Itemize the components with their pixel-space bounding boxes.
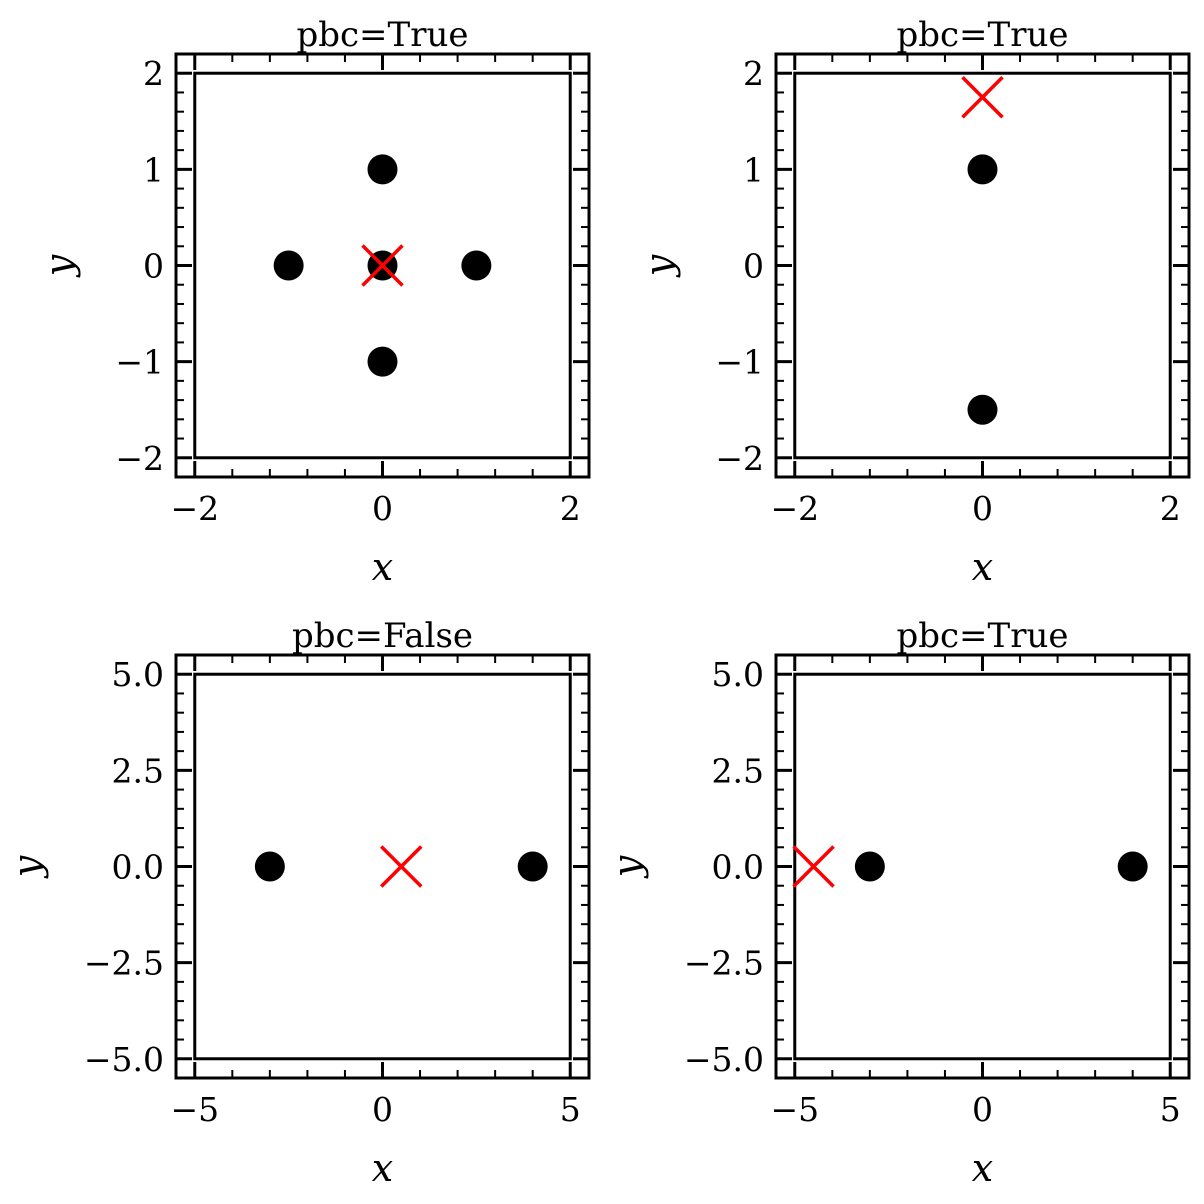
y-tick-label: −2.5 — [684, 944, 764, 983]
y-tick-label: 2 — [143, 54, 164, 93]
cross-marker — [380, 845, 423, 888]
y-tick-label: 2 — [743, 54, 764, 93]
y-tick-label: −2.5 — [84, 944, 164, 983]
x-tick-label: −5 — [770, 1090, 819, 1129]
simulation-box — [193, 672, 572, 1061]
axes-frame — [174, 653, 591, 1080]
data-point — [967, 394, 998, 425]
y-tick-label: −5.0 — [84, 1040, 164, 1079]
data-point — [367, 154, 398, 185]
x-tick-label: 2 — [560, 489, 581, 528]
data-point — [254, 851, 285, 882]
panel-title: pbc=True — [896, 616, 1068, 656]
x-tick-label: −2 — [170, 489, 219, 528]
y-axis-label: y — [637, 254, 681, 278]
data-point — [517, 851, 548, 882]
panel-title: pbc=True — [896, 15, 1068, 55]
y-tick-label: 0 — [143, 247, 164, 286]
x-axis-label: x — [972, 545, 993, 589]
y-tick-label: 1 — [743, 150, 764, 189]
cross-marker — [961, 76, 1004, 119]
chart-panel-2: pbc=True −2 0 2 −2 −1 0 1 2 x y — [637, 15, 1191, 589]
simulation-box — [193, 71, 572, 460]
simulation-box — [793, 672, 1172, 1061]
x-tick-label: 5 — [560, 1090, 581, 1129]
y-tick-label: −1 — [115, 343, 164, 382]
x-tick-label: 2 — [1160, 489, 1181, 528]
y-tick-label: 0.0 — [712, 848, 764, 887]
x-tick-label: −5 — [170, 1090, 219, 1129]
data-point — [273, 250, 304, 281]
y-tick-label: −2 — [715, 439, 764, 478]
x-axis-label: x — [372, 545, 393, 589]
axes-frame — [174, 52, 591, 479]
y-tick-label: 0.0 — [112, 848, 164, 887]
simulation-box — [793, 71, 1172, 460]
y-tick-label: 2.5 — [112, 751, 164, 790]
panel-title: pbc=False — [292, 616, 473, 656]
axes-frame — [774, 52, 1191, 479]
y-tick-label: −2 — [115, 439, 164, 478]
chart-panel-1: pbc=True −2 0 2 −2 −1 0 1 2 x y — [37, 15, 591, 589]
cross-marker — [361, 244, 404, 287]
data-point — [967, 154, 998, 185]
chart-panel-3: pbc=False −5 0 5 −5.0 −2.5 0.0 2.5 5.0 x y — [5, 616, 591, 1190]
y-axis-label: y — [37, 254, 81, 278]
x-tick-label: 0 — [972, 489, 993, 528]
x-tick-label: 0 — [972, 1090, 993, 1129]
x-axis-label: x — [972, 1146, 993, 1190]
panel-title: pbc=True — [296, 15, 468, 55]
cross-marker — [792, 845, 835, 888]
y-tick-label: 5.0 — [112, 655, 164, 694]
y-tick-label: 2.5 — [712, 751, 764, 790]
x-tick-label: 0 — [372, 1090, 393, 1129]
y-axis-label: y — [5, 855, 49, 879]
y-tick-label: −1 — [715, 343, 764, 382]
data-point — [367, 346, 398, 377]
x-tick-label: 5 — [1160, 1090, 1181, 1129]
y-tick-label: 5.0 — [712, 655, 764, 694]
data-point — [461, 250, 492, 281]
y-axis-label: y — [605, 855, 649, 879]
chart-panel-4: pbc=True −5 0 5 −5.0 −2.5 0.0 2.5 5.0 x y — [605, 616, 1191, 1190]
data-point — [1117, 851, 1148, 882]
y-tick-label: 0 — [743, 247, 764, 286]
x-tick-label: 0 — [372, 489, 393, 528]
y-tick-label: −5.0 — [684, 1040, 764, 1079]
x-tick-label: −2 — [770, 489, 819, 528]
data-point — [854, 851, 885, 882]
y-tick-label: 1 — [143, 150, 164, 189]
x-axis-label: x — [372, 1146, 393, 1190]
axes-frame — [774, 653, 1191, 1080]
